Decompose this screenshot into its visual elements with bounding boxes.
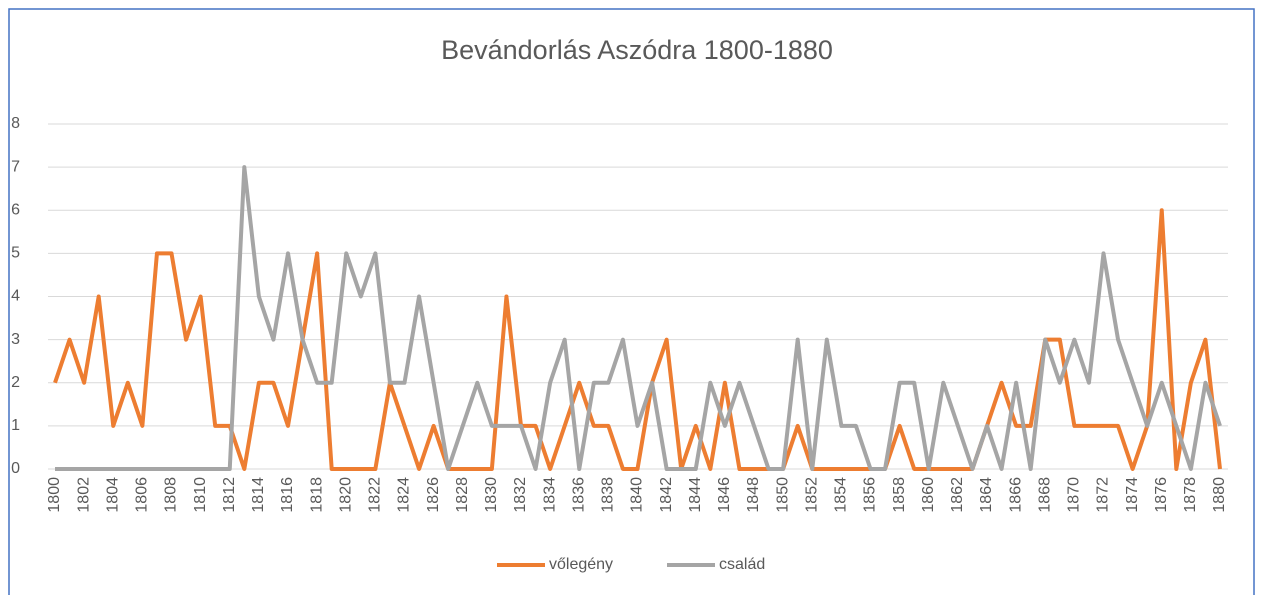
x-tick-label: 1866 xyxy=(1007,477,1024,513)
x-tick-label: 1832 xyxy=(512,477,529,513)
series-line xyxy=(53,208,1222,471)
x-tick-label: 1830 xyxy=(483,477,500,513)
y-tick-label: 3 xyxy=(11,331,20,348)
legend-label: család xyxy=(719,556,765,573)
x-tick-label: 1808 xyxy=(163,477,180,513)
x-tick-label: 1812 xyxy=(221,477,238,513)
x-tick-label: 1836 xyxy=(570,477,587,513)
x-tick-label: 1864 xyxy=(978,477,995,513)
x-tick-label: 1850 xyxy=(774,477,791,513)
x-tick-label: 1842 xyxy=(658,477,675,513)
x-tick-label: 1860 xyxy=(920,477,937,513)
x-tick-label: 1818 xyxy=(308,477,325,513)
x-tick-label: 1816 xyxy=(279,477,296,513)
x-tick-label: 1854 xyxy=(833,477,850,513)
y-tick-label: 6 xyxy=(11,201,20,218)
x-tick-label: 1868 xyxy=(1036,477,1053,513)
x-tick-label: 1814 xyxy=(250,477,267,513)
y-tick-label: 7 xyxy=(11,158,20,175)
x-tick-label: 1862 xyxy=(949,477,966,513)
series-line xyxy=(55,165,1222,471)
chart-title: Bevándorlás Aszódra 1800-1880 xyxy=(441,35,833,65)
legend-label: vőlegény xyxy=(549,556,613,573)
x-tick-label: 1820 xyxy=(337,477,354,513)
x-tick-label: 1826 xyxy=(425,477,442,513)
x-tick-label: 1828 xyxy=(454,477,471,513)
x-tick-label: 1806 xyxy=(134,477,151,513)
x-tick-label: 1800 xyxy=(46,477,63,513)
x-tick-label: 1824 xyxy=(396,477,413,513)
x-tick-label: 1838 xyxy=(600,477,617,513)
x-tick-label: 1810 xyxy=(192,477,209,513)
x-tick-label: 1872 xyxy=(1095,477,1112,513)
x-tick-label: 1880 xyxy=(1211,477,1228,513)
y-tick-label: 0 xyxy=(11,460,20,477)
y-tick-label: 4 xyxy=(11,288,20,305)
x-tick-label: 1878 xyxy=(1182,477,1199,513)
x-tick-label: 1876 xyxy=(1153,477,1170,513)
x-tick-label: 1874 xyxy=(1124,477,1141,513)
x-tick-label: 1858 xyxy=(891,477,908,513)
x-tick-label: 1856 xyxy=(862,477,879,513)
x-tick-label: 1852 xyxy=(803,477,820,513)
x-tick-label: 1870 xyxy=(1066,477,1083,513)
y-tick-label: 2 xyxy=(11,374,20,391)
x-tick-label: 1846 xyxy=(716,477,733,513)
y-tick-label: 8 xyxy=(11,115,20,132)
x-tick-label: 1804 xyxy=(104,477,121,513)
x-tick-label: 1844 xyxy=(687,477,704,513)
x-tick-label: 1802 xyxy=(75,477,92,513)
x-tick-label: 1834 xyxy=(541,477,558,513)
y-tick-label: 5 xyxy=(11,245,20,262)
x-tick-label: 1840 xyxy=(629,477,646,513)
x-tick-label: 1848 xyxy=(745,477,762,513)
x-tick-label: 1822 xyxy=(367,477,384,513)
chart-border xyxy=(8,8,1255,595)
y-tick-label: 1 xyxy=(11,417,20,434)
